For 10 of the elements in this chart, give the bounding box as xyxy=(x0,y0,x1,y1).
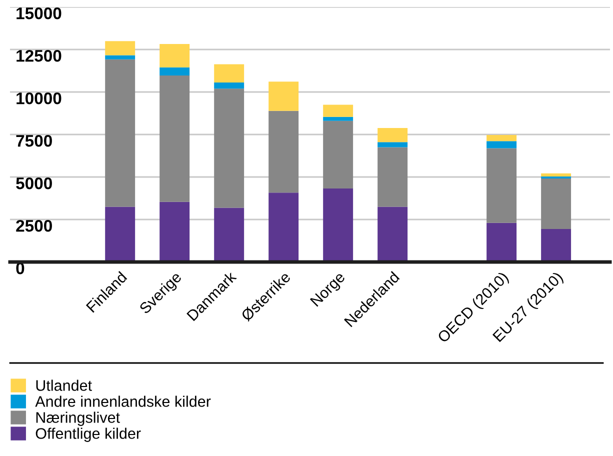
legend-label: Utlandet xyxy=(36,380,92,391)
y-tick-label: 15000 xyxy=(16,7,62,20)
legend-label: Andre innenlandske kilder xyxy=(35,396,211,407)
y-tick-label: 7500 xyxy=(16,134,52,147)
legend-label: Næringslivet xyxy=(36,412,120,426)
y-tick-label: 12500 xyxy=(16,50,62,62)
y-tick-label: 2500 xyxy=(16,220,52,232)
y-tick-label: 5000 xyxy=(16,177,52,190)
y-tick-label: 10000 xyxy=(16,92,62,104)
legend-label: Offentlige kilder xyxy=(36,428,141,442)
